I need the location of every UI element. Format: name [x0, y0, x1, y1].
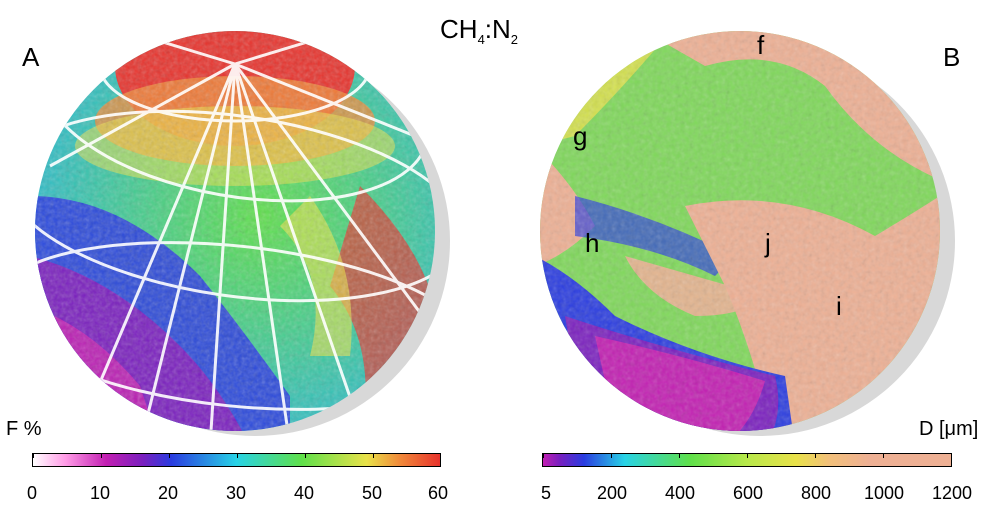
colorbar-a: [32, 453, 441, 467]
colorbar-a-tick: 20: [157, 483, 179, 503]
colorbar-b-tick: 400: [664, 483, 696, 503]
globe-b: [540, 31, 955, 436]
colorbar-b: [542, 453, 952, 467]
colorbar-b-tick: 5: [540, 483, 552, 503]
colorbar-b-label: D [μm]: [919, 418, 979, 440]
colorbar-a-label: F %: [6, 418, 42, 440]
panel-b-letter: B: [943, 42, 961, 72]
colorbar-b-tick: 600: [732, 483, 764, 503]
colorbar-b-tick: 1200: [931, 483, 973, 503]
colorbar-a-tick: 40: [293, 483, 315, 503]
colorbar-b-tick: 200: [596, 483, 628, 503]
colorbar-b-tick: 1000: [863, 483, 905, 503]
colorbar-a-tick: 60: [427, 483, 449, 503]
region-label-i: i: [836, 291, 842, 321]
region-label-j: j: [765, 228, 771, 258]
region-label-f: f: [757, 30, 765, 60]
colorbar-a-tick: 50: [361, 483, 383, 503]
region-label-h: h: [585, 228, 600, 258]
region-label-g: g: [573, 121, 588, 151]
colorbar-b-tick: 800: [800, 483, 832, 503]
colorbar-a-tick: 10: [89, 483, 111, 503]
panel-a-letter: A: [22, 42, 40, 72]
colorbar-a-tick: 30: [225, 483, 247, 503]
figure-title: CH4:N2: [440, 14, 519, 48]
colorbar-a-tick: 0: [26, 483, 38, 503]
globe-a: [35, 31, 450, 436]
